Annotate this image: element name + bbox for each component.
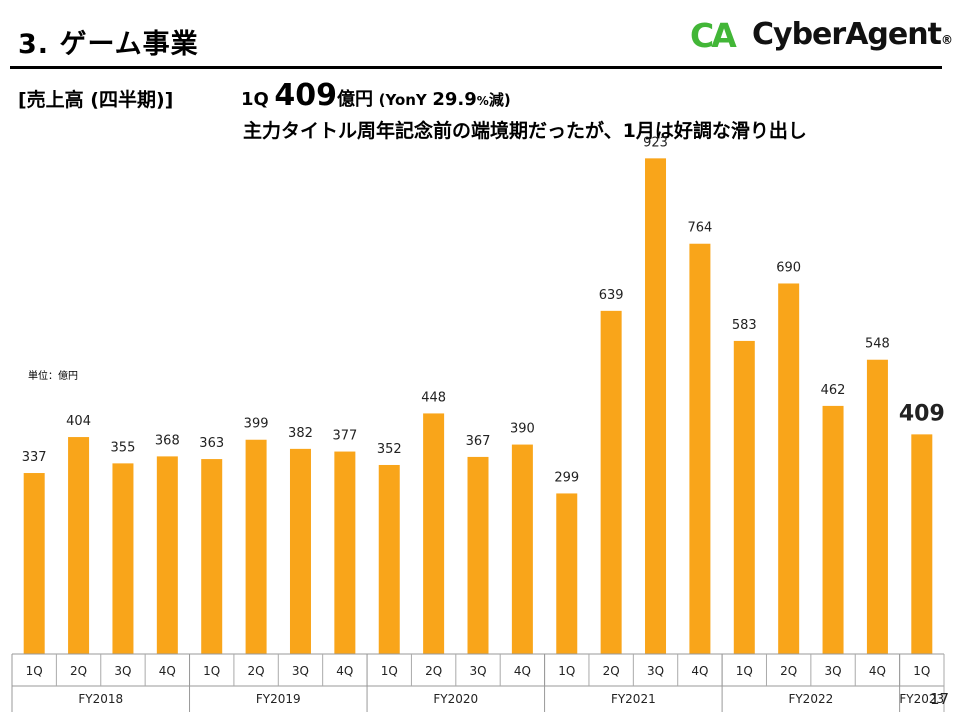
category-tick-label: 4Q: [159, 664, 176, 678]
data-label: 355: [111, 440, 136, 455]
category-tick-label: 1Q: [381, 664, 398, 678]
category-tick-label: 4Q: [691, 664, 708, 678]
headline-value: 409: [274, 78, 338, 113]
category-tick-label: 2Q: [70, 664, 87, 678]
bar: [911, 434, 933, 654]
bar: [600, 310, 622, 654]
bar: [378, 464, 400, 654]
category-tick-label: 4Q: [336, 664, 353, 678]
category-tick-label: 3Q: [469, 664, 486, 678]
category-tick-label: 4Q: [514, 664, 531, 678]
logo-mark-icon: CA: [690, 16, 737, 55]
data-label: 368: [155, 433, 180, 448]
fiscal-year-label: FY2019: [256, 692, 301, 706]
title-underline: [10, 66, 942, 69]
data-label: 299: [554, 470, 579, 485]
page-number: 17: [930, 690, 950, 708]
bar: [334, 451, 356, 654]
data-label: 399: [244, 417, 269, 432]
data-label: 337: [22, 450, 47, 465]
headline-yoy-value: 29.9: [432, 89, 477, 110]
data-label: 462: [821, 383, 846, 398]
headline-yoy-open: (YonY: [378, 91, 427, 109]
data-label: 639: [599, 288, 624, 303]
data-label: 363: [199, 436, 224, 451]
bar: [289, 448, 311, 654]
bar: [156, 456, 178, 654]
fiscal-year-label: FY2022: [788, 692, 833, 706]
section-label: [売上高 (四半期)]: [18, 89, 174, 111]
category-tick-label: 3Q: [114, 664, 131, 678]
fiscal-year-label: FY2021: [611, 692, 656, 706]
category-tick-label: 4Q: [869, 664, 886, 678]
bar: [112, 463, 134, 654]
headline-subtitle: 主力タイトル周年記念前の端境期だったが、1月は好調な滑り出し: [243, 120, 807, 142]
bar: [467, 456, 489, 654]
data-label: 404: [66, 414, 91, 429]
category-tick-label: 1Q: [203, 664, 220, 678]
bar: [245, 439, 267, 654]
category-tick-label: 3Q: [825, 664, 842, 678]
headline-quarter: 1Q: [241, 89, 269, 110]
data-label: 548: [865, 337, 890, 352]
category-tick-label: 2Q: [248, 664, 265, 678]
fiscal-year-label: FY2023: [899, 692, 944, 706]
data-label: 923: [643, 135, 668, 150]
data-label: 390: [510, 422, 535, 437]
category-tick-label: 3Q: [647, 664, 664, 678]
data-label: 409: [899, 401, 945, 426]
bar: [778, 283, 800, 654]
bar: [645, 158, 667, 654]
headline-yoy-pct: %: [476, 94, 489, 108]
data-label: 367: [466, 434, 491, 449]
headline-unit: 億円: [337, 89, 374, 110]
page-title: 3. ゲーム事業: [18, 29, 199, 60]
bar: [423, 413, 445, 654]
category-tick-label: 3Q: [292, 664, 309, 678]
category-tick-label: 1Q: [558, 664, 575, 678]
data-label: 382: [288, 426, 313, 441]
headline-summary: 1Q 409億円 (YonY 29.9%減): [241, 78, 511, 113]
logo-wordmark: CyberAgent®: [752, 17, 953, 52]
category-tick-label: 1Q: [736, 664, 753, 678]
bar: [822, 405, 844, 654]
data-label: 352: [377, 442, 402, 457]
bar: [866, 359, 888, 654]
company-logo: CA CyberAgent®: [690, 14, 953, 60]
data-label: 690: [776, 260, 801, 275]
data-label: 764: [687, 221, 712, 236]
category-tick-label: 1Q: [913, 664, 930, 678]
category-tick-label: 2Q: [425, 664, 442, 678]
data-label: 377: [332, 429, 357, 444]
bar: [733, 340, 755, 654]
data-label: 583: [732, 318, 757, 333]
unit-label: 単位：億円: [28, 371, 78, 382]
category-tick-label: 2Q: [603, 664, 620, 678]
data-label: 448: [421, 390, 446, 405]
category-tick-label: 2Q: [780, 664, 797, 678]
category-tick-label: 1Q: [26, 664, 43, 678]
fiscal-year-label: FY2018: [78, 692, 123, 706]
bar: [68, 437, 90, 654]
bar: [23, 473, 45, 654]
bar: [689, 243, 711, 654]
bar: [511, 444, 533, 654]
bar: [201, 459, 223, 654]
fiscal-year-label: FY2020: [433, 692, 478, 706]
headline-yoy-close: 減): [488, 91, 511, 109]
bar: [556, 493, 578, 654]
